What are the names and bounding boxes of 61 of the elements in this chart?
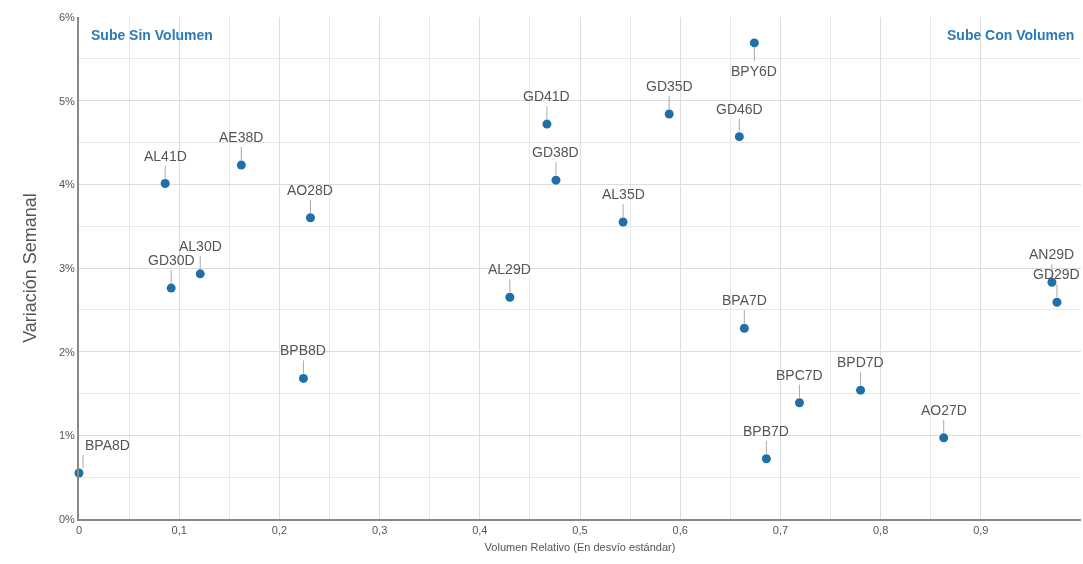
point	[939, 433, 949, 443]
y-tick-label: 1%	[58, 429, 76, 442]
y-tick-label: 2%	[58, 345, 76, 358]
point	[195, 269, 205, 279]
annotation: GD35D	[646, 78, 693, 94]
annotation: AL29D	[488, 261, 531, 277]
point	[298, 373, 308, 383]
point	[794, 398, 804, 408]
point	[1052, 297, 1062, 307]
point	[551, 175, 561, 185]
point	[305, 213, 315, 223]
x-tick-label: 0,1	[171, 524, 187, 537]
annotation: AE38D	[219, 129, 264, 145]
y-tick-label: 3%	[58, 261, 76, 274]
point	[618, 217, 628, 227]
x-tick-label: 0,6	[672, 524, 688, 537]
point	[734, 132, 744, 142]
point	[856, 385, 866, 395]
y-tick-label: 5%	[58, 94, 76, 107]
point	[236, 160, 246, 170]
annotation: GD46D	[716, 101, 763, 117]
annotation: AL35D	[602, 186, 645, 202]
point	[739, 323, 749, 333]
x-tick-label: 0,4	[472, 524, 488, 537]
y-tick-label: 6%	[58, 10, 76, 23]
x-tick-label: 0	[75, 524, 83, 537]
x-tick-label: 0,2	[271, 524, 288, 537]
annotation: BPD7D	[837, 354, 884, 370]
x-axis-title: Volumen Relativo (En desvío estándar)	[484, 540, 676, 553]
annotation: AO27D	[921, 402, 967, 418]
y-tick-label: 4%	[58, 178, 76, 191]
annotation: GD41D	[523, 88, 570, 104]
annotation: BPB7D	[743, 423, 789, 439]
x-tick-label: 0,9	[973, 524, 989, 537]
annotation: BPA7D	[722, 292, 767, 308]
annotation: BPC7D	[776, 367, 823, 383]
annotation: BPY6D	[731, 63, 777, 79]
annotation: AL30D	[179, 238, 222, 254]
point	[542, 119, 552, 129]
annotation: GD30D	[148, 252, 195, 268]
annotation: AO28D	[287, 182, 333, 198]
y-tick-label: 0%	[58, 512, 76, 525]
annotation: AN29D	[1029, 246, 1075, 262]
x-tick-label: 0,3	[371, 524, 388, 537]
annotation: Sube Con Volumen	[947, 27, 1075, 43]
x-tick-label: 0,7	[772, 524, 789, 537]
point	[761, 454, 771, 464]
point	[166, 283, 176, 293]
point	[749, 38, 759, 48]
annotation: AL41D	[144, 148, 187, 164]
annotation: BPB8D	[280, 342, 326, 358]
point	[160, 179, 170, 188]
annotation: BPA8D	[85, 437, 130, 453]
point	[664, 109, 674, 119]
x-tick-label: 0,5	[572, 524, 588, 537]
annotation: GD38D	[532, 144, 579, 160]
x-tick-label: 0,8	[872, 524, 889, 537]
annotation: GD29D	[1033, 266, 1080, 282]
point	[505, 292, 515, 302]
annotation: Sube Sin Volumen	[91, 27, 213, 43]
y-axis-title: Variación Semanal	[19, 193, 40, 343]
